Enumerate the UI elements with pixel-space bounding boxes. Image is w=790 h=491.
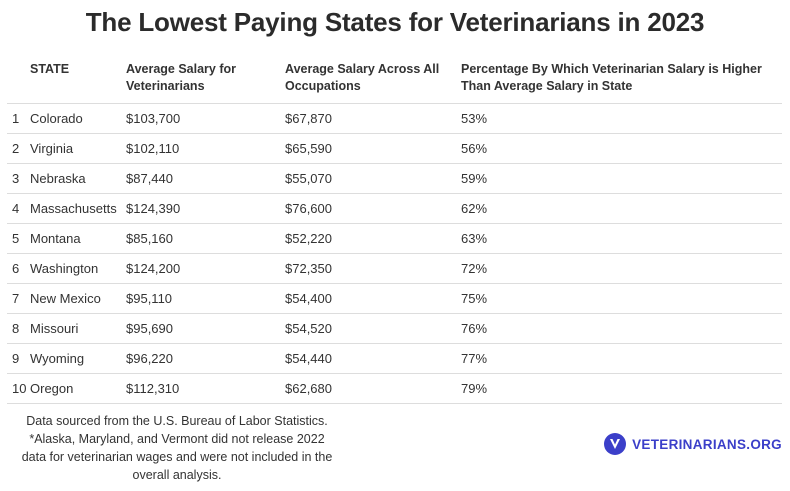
table-cell: 10 [7, 373, 30, 404]
table-cell: Wyoming [30, 343, 126, 374]
table-cell: Colorado [30, 103, 126, 134]
footnote-line: *Alaska, Maryland, and Vermont did not r… [29, 432, 325, 446]
table-cell: $55,070 [285, 163, 461, 194]
table-row: 6 Washington $124,200 $72,350 72% [7, 253, 782, 284]
table-cell: 72% [461, 253, 782, 284]
table-cell: 9 [7, 343, 30, 374]
table-cell: 56% [461, 133, 782, 164]
table-cell: Oregon [30, 373, 126, 404]
table-cell: $124,200 [126, 253, 285, 284]
table-cell: $124,390 [126, 193, 285, 224]
table-cell: 4 [7, 193, 30, 224]
table-cell: 53% [461, 103, 782, 134]
table-cell: Nebraska [30, 163, 126, 194]
brand-logo-link[interactable]: VETERINARIANS.ORG [604, 433, 782, 455]
table-cell: $52,220 [285, 223, 461, 254]
table-cell: New Mexico [30, 283, 126, 314]
table-cell: 62% [461, 193, 782, 224]
table-cell: 6 [7, 253, 30, 284]
table-cell: 63% [461, 223, 782, 254]
column-header: Average Salary Across All Occupations [285, 55, 461, 104]
brand-name: VETERINARIANS.ORG [632, 436, 782, 452]
table-cell: 75% [461, 283, 782, 314]
table-row: 1 Colorado $103,700 $67,870 53% [7, 103, 782, 134]
table-cell: 5 [7, 223, 30, 254]
column-header: STATE [30, 55, 126, 104]
table-cell: 77% [461, 343, 782, 374]
table-cell: 1 [7, 103, 30, 134]
table-cell: $102,110 [126, 133, 285, 164]
table-row: 10 Oregon $112,310 $62,680 79% [7, 373, 782, 404]
table-body: 1 Colorado $103,700 $67,870 53% 2 Virginia $102… [7, 103, 782, 404]
table-header-row: STATE Average Salary for Veterinarians Ave… [7, 55, 782, 104]
salary-table: STATE Average Salary for Veterinarians Ave… [7, 55, 782, 404]
table-cell: Missouri [30, 313, 126, 344]
table-cell: 79% [461, 373, 782, 404]
table-cell: Virginia [30, 133, 126, 164]
table-row: 2 Virginia $102,110 $65,590 56% [7, 133, 782, 164]
v-logo-icon [604, 433, 627, 455]
table-cell: $67,870 [285, 103, 461, 134]
column-header [7, 55, 30, 104]
table-row: 9 Wyoming $96,220 $54,440 77% [7, 343, 782, 374]
page-title: The Lowest Paying States for Veterinaria… [85, 7, 705, 37]
footnote: Data sourced from the U.S. Bureau of Lab… [10, 412, 344, 484]
table-cell: 8 [7, 313, 30, 344]
table-cell: $87,440 [126, 163, 285, 194]
table-cell: $112,310 [126, 373, 285, 404]
footnote-line: overall analysis. [132, 468, 222, 482]
table-cell: 76% [461, 313, 782, 344]
table-cell: $54,520 [285, 313, 461, 344]
footnote-line: Data sourced from the U.S. Bureau of Lab… [26, 414, 328, 428]
table-cell: $76,600 [285, 193, 461, 224]
table-row: 5 Montana $85,160 $52,220 63% [7, 223, 782, 254]
table-cell: $72,350 [285, 253, 461, 284]
column-header: Average Salary for Veterinarians [126, 55, 285, 104]
table-cell: $62,680 [285, 373, 461, 404]
table-row: 8 Missouri $95,690 $54,520 76% [7, 313, 782, 344]
table-cell: $96,220 [126, 343, 285, 374]
column-header: Percentage By Which Veterinarian Salary … [461, 55, 782, 104]
table-cell: $54,440 [285, 343, 461, 374]
table-row: 4 Massachusetts $124,390 $76,600 62% [7, 193, 782, 224]
table-cell: 3 [7, 163, 30, 194]
table-cell: 59% [461, 163, 782, 194]
table-cell: Washington [30, 253, 126, 284]
table-cell: Montana [30, 223, 126, 254]
table-cell: $95,690 [126, 313, 285, 344]
table-cell: $103,700 [126, 103, 285, 134]
table-cell: Massachusetts [30, 193, 126, 224]
table-cell: 2 [7, 133, 30, 164]
table-cell: $85,160 [126, 223, 285, 254]
table-cell: $95,110 [126, 283, 285, 314]
table-row: 7 New Mexico $95,110 $54,400 75% [7, 283, 782, 314]
table-cell: $65,590 [285, 133, 461, 164]
table-cell: 7 [7, 283, 30, 314]
table-cell: $54,400 [285, 283, 461, 314]
footnote-line: data for veterinarian wages and were not… [21, 450, 333, 464]
table-row: 3 Nebraska $87,440 $55,070 59% [7, 163, 782, 194]
